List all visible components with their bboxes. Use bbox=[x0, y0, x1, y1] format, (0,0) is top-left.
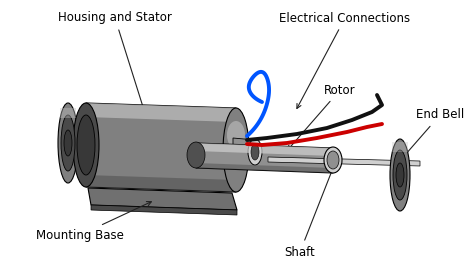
Polygon shape bbox=[196, 143, 333, 156]
Ellipse shape bbox=[248, 139, 262, 165]
Ellipse shape bbox=[390, 139, 410, 211]
Ellipse shape bbox=[251, 144, 259, 160]
Polygon shape bbox=[88, 188, 237, 210]
Ellipse shape bbox=[61, 115, 75, 171]
Text: Rotor: Rotor bbox=[288, 83, 356, 150]
Ellipse shape bbox=[58, 103, 78, 183]
Ellipse shape bbox=[396, 163, 404, 187]
Ellipse shape bbox=[223, 108, 249, 192]
Polygon shape bbox=[268, 157, 420, 166]
Text: Housing and Stator: Housing and Stator bbox=[58, 11, 172, 141]
Polygon shape bbox=[86, 175, 236, 192]
Polygon shape bbox=[233, 138, 255, 165]
Ellipse shape bbox=[393, 150, 407, 200]
Ellipse shape bbox=[73, 103, 99, 187]
Polygon shape bbox=[196, 163, 333, 173]
Polygon shape bbox=[60, 108, 76, 118]
Polygon shape bbox=[196, 143, 333, 173]
Text: Electrical Connections: Electrical Connections bbox=[280, 11, 410, 108]
Ellipse shape bbox=[327, 151, 339, 169]
Ellipse shape bbox=[227, 121, 245, 149]
Text: End Bell: End Bell bbox=[401, 108, 464, 160]
Ellipse shape bbox=[77, 115, 95, 175]
Polygon shape bbox=[86, 103, 236, 122]
Text: Mounting Base: Mounting Base bbox=[36, 202, 151, 241]
Polygon shape bbox=[86, 103, 236, 192]
Text: Shaft: Shaft bbox=[284, 167, 334, 259]
Ellipse shape bbox=[64, 130, 72, 156]
Polygon shape bbox=[91, 205, 237, 215]
Ellipse shape bbox=[187, 142, 205, 168]
Polygon shape bbox=[392, 142, 408, 152]
Ellipse shape bbox=[324, 147, 342, 173]
